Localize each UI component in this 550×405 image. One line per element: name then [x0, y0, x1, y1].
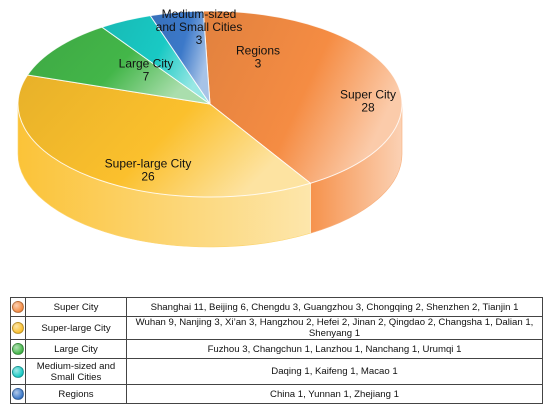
legend-row-super-city: Super City Shanghai 11, Beijing 6, Chengd… [10, 297, 543, 317]
pie-top-faces [17, 10, 403, 198]
pie-slice-super-large-city [17, 74, 312, 198]
legend-category: Regions [25, 384, 127, 404]
legend-marker-cell [10, 358, 26, 385]
legend-marker-cell [10, 297, 26, 317]
slice-label-super-large-city: Super-large City 26 [105, 157, 192, 184]
legend-swatch-regions [12, 388, 24, 400]
legend-cities: Daqing 1, Kaifeng 1, Macao 1 [126, 358, 543, 385]
pie-slice-regions [149, 10, 211, 106]
legend-swatch-medium-small-cities [12, 365, 24, 378]
legend-category: Super City [25, 297, 127, 317]
legend-row-regions: Regions China 1, Yunnan 1, Zhejiang 1 [10, 384, 543, 404]
legend-category: Medium-sized and Small Cities [25, 358, 127, 385]
legend-marker-cell [10, 339, 26, 359]
legend-category: Large City [25, 339, 127, 359]
legend-swatch-super-city [12, 301, 24, 313]
legend-swatch-super-large-city [12, 322, 24, 334]
pie-chart: Super City 28 Super-large City 26 Large City… [17, 7, 403, 248]
legend-marker-cell [10, 384, 26, 404]
slice-label-large-city: Large City 7 [119, 57, 174, 84]
legend-row-super-large-city: Super-large City Wuhan 9, Nanjing 3, Xi’a… [10, 316, 543, 340]
legend-cities: Shanghai 11, Beijing 6, Chengdu 3, Guang… [126, 297, 543, 317]
legend-cities: Fuzhou 3, Changchun 1, Lanzhou 1, Nancha… [126, 339, 543, 359]
legend-marker-cell [10, 316, 26, 340]
legend-cities: China 1, Yunnan 1, Zhejiang 1 [126, 384, 543, 404]
pie-slice-super-city [202, 10, 403, 184]
legend-swatch-large-city [12, 343, 24, 355]
legend-row-medium-small-cities: Medium-sized and Small Cities Daqing 1, K… [10, 358, 543, 385]
slice-label-medium-small-cities: Medium-sized and Small Cities 3 [156, 7, 243, 47]
legend-row-large-city: Large City Fuzhou 3, Changchun 1, Lanzhou… [10, 339, 543, 359]
legend-table: Super City Shanghai 11, Beijing 6, Chengd… [10, 297, 543, 404]
slice-label-super-city: Super City 28 [340, 88, 396, 115]
pie-labels: Super City 28 Super-large City 26 Large City… [105, 7, 396, 184]
slice-label-regions: Regions 3 [236, 44, 280, 71]
legend-category: Super-large City [25, 316, 127, 340]
legend-cities: Wuhan 9, Nanjing 3, Xi’an 3, Hangzhou 2,… [126, 316, 543, 340]
pie-slice-large-city [26, 26, 211, 105]
